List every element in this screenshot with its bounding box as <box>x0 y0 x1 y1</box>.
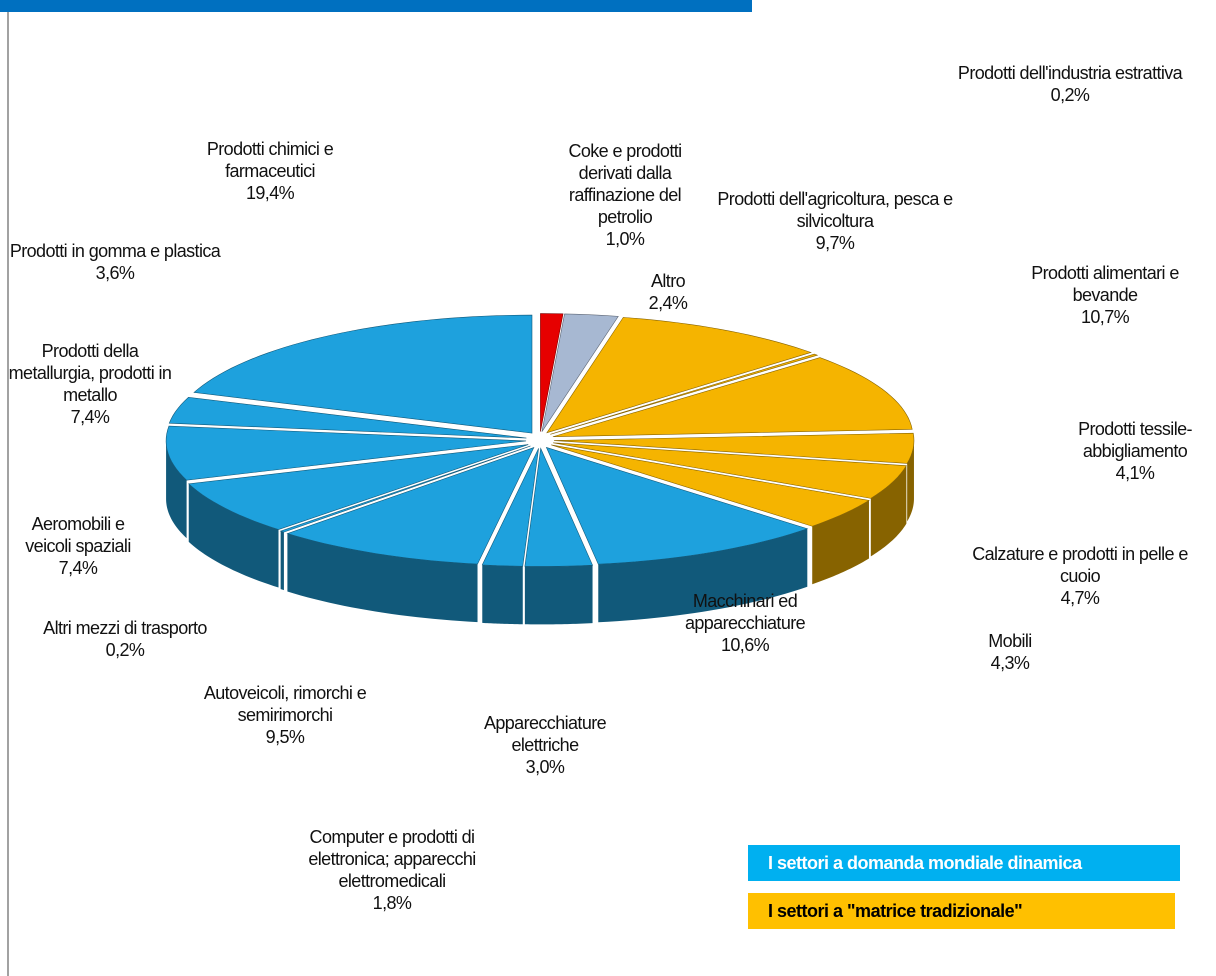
slice <box>279 445 531 533</box>
slice-value: 0,2% <box>1050 85 1090 105</box>
slice-name: Altri mezzi di trasporto <box>43 618 207 638</box>
slice-value: 9,5% <box>265 727 305 747</box>
slice-label: Coke e prodotti derivati dalla raffinazi… <box>540 140 710 250</box>
slice-value: 19,4% <box>245 183 295 203</box>
slice-side <box>524 565 593 625</box>
slice-value: 4,3% <box>990 653 1030 673</box>
slice-side <box>188 483 279 588</box>
slice-side <box>870 465 907 557</box>
slice <box>188 444 529 530</box>
slice-value: 7,4% <box>58 558 98 578</box>
slice-value: 1,0% <box>605 229 645 249</box>
slice <box>546 317 812 434</box>
slice <box>545 446 809 565</box>
slice-label: Prodotti dell'agricoltura, pesca e silvi… <box>715 188 955 254</box>
slice <box>540 313 564 432</box>
slice <box>165 425 527 481</box>
slice <box>553 442 907 499</box>
slice-value: 3,6% <box>95 263 135 283</box>
slice-label: Macchinari ed apparecchiature 10,6% <box>660 590 830 656</box>
slice-side <box>280 531 284 591</box>
header-bar <box>0 0 752 12</box>
slice <box>286 447 535 565</box>
slice-name: Mobili <box>988 631 1032 651</box>
slice <box>168 397 527 439</box>
slice-label: Prodotti della metallurgia, prodotti in … <box>5 340 175 428</box>
slice-value: 9,7% <box>815 233 855 253</box>
slice-name: Apparecchiature elettriche <box>483 713 607 755</box>
slice-value: 10,7% <box>1080 307 1130 327</box>
slice <box>524 447 594 567</box>
slice-label: Prodotti chimici e farmaceutici 19,4% <box>170 138 370 204</box>
slice-side <box>166 440 187 539</box>
slice-name: Prodotti dell'agricoltura, pesca e silvi… <box>717 189 953 231</box>
slice-label: Prodotti in gomma e plastica 3,6% <box>5 240 225 284</box>
legend-label: I settori a domanda mondiale dinamica <box>768 853 1082 873</box>
slice-name: Aeromobili e veicoli spaziali <box>25 514 131 556</box>
legend-label: I settori a "matrice tradizionale" <box>768 901 1023 921</box>
slice-label: Prodotti alimentari e bevande 10,7% <box>1005 262 1205 328</box>
slice-name: Macchinari ed apparecchiature <box>684 591 806 633</box>
slice <box>481 448 539 567</box>
slice-name: Prodotti in gomma e plastica <box>9 241 221 261</box>
slice <box>552 357 913 438</box>
slice-side <box>287 533 478 623</box>
slice-label: Prodotti dell'industria estrattiva 0,2% <box>955 62 1185 106</box>
slice-name: Calzature e prodotti in pelle e cuoio <box>972 544 1188 586</box>
slice-value: 1,8% <box>372 893 412 913</box>
slice-side <box>812 500 869 585</box>
slice-label: Aeromobili e veicoli spaziali 7,4% <box>13 513 143 579</box>
slice <box>551 444 870 527</box>
slice-label: Prodotti tessile-abbigliamento 4,1% <box>1050 418 1216 484</box>
slice-label: Altri mezzi di trasporto 0,2% <box>5 617 245 661</box>
slice-value: 7,4% <box>70 407 110 427</box>
slice <box>553 432 915 464</box>
slice-value: 0,2% <box>105 640 145 660</box>
slice-label: Mobili 4,3% <box>970 630 1050 674</box>
legend-item: I settori a "matrice tradizionale" <box>748 893 1175 929</box>
slice-side <box>482 564 523 625</box>
slice-name: Coke e prodotti derivati dalla raffinazi… <box>568 141 682 227</box>
slice-value: 2,4% <box>648 293 688 313</box>
slice-label: Altro 2,4% <box>628 270 708 314</box>
slice-name: Prodotti alimentari e bevande <box>1031 263 1179 305</box>
slice-value: 4,1% <box>1115 463 1155 483</box>
slice-value: 3,0% <box>525 757 565 777</box>
slice-name: Prodotti dell'industria estrattiva <box>957 63 1183 83</box>
legend-item: I settori a domanda mondiale dinamica <box>748 845 1180 881</box>
slice-side <box>598 528 808 623</box>
slice-name: Altro <box>650 271 686 291</box>
slice-value: 4,7% <box>1060 588 1100 608</box>
slice <box>193 314 533 434</box>
slice-name: Prodotti tessile-abbigliamento <box>1078 419 1192 461</box>
slice <box>541 313 619 432</box>
slice-name: Computer e prodotti di elettronica; appa… <box>308 827 476 891</box>
slice-label: Autoveicoli, rimorchi e semirimorchi 9,5% <box>170 682 400 748</box>
slice-name: Prodotti chimici e farmaceutici <box>206 139 334 181</box>
slice-label: Apparecchiature elettriche 3,0% <box>460 712 630 778</box>
slice-name: Prodotti della metallurgia, prodotti in … <box>8 341 172 405</box>
slice-value: 10,6% <box>720 635 770 655</box>
slice <box>550 353 819 435</box>
slice-name: Autoveicoli, rimorchi e semirimorchi <box>203 683 367 725</box>
slice-label: Calzature e prodotti in pelle e cuoio 4,7… <box>965 543 1195 609</box>
slice-label: Computer e prodotti di elettronica; appa… <box>272 826 512 914</box>
